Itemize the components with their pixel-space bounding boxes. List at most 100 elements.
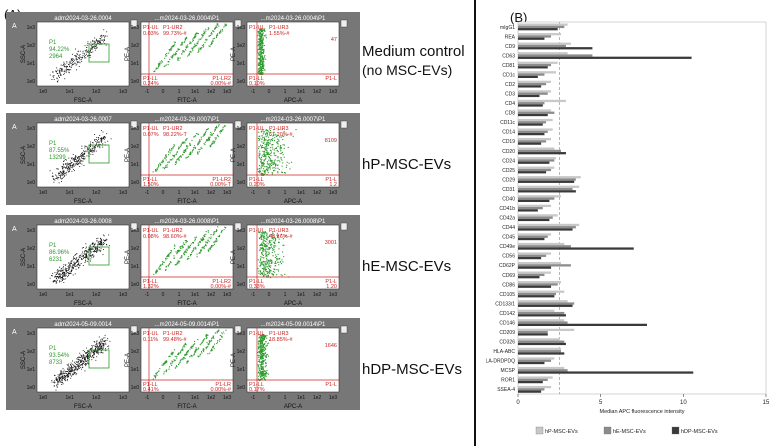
bar-hdp-msc-evs — [518, 190, 576, 193]
x-tick-label: 1e3 — [223, 292, 232, 298]
bar-hdp-msc-evs — [518, 152, 566, 155]
x-tick-label: -1 — [145, 89, 150, 95]
y-tick-label: 1e3 — [237, 331, 246, 337]
quadrant-ur-stat: 98.60%-# — [163, 234, 187, 240]
quadrant-ur-stat: 99.48%-# — [163, 337, 187, 343]
x-axis-label: APC-A — [284, 199, 302, 205]
bar-hdp-msc-evs — [518, 256, 542, 260]
x-tick-label: 1e1 — [65, 395, 74, 401]
x-axis-label: APC-A — [284, 404, 302, 410]
plot-title: ...m2024-05-09.0014\P1 — [261, 322, 326, 328]
x-tick-label: 0 — [516, 400, 520, 406]
y-tick-label: 1e3 — [237, 126, 246, 132]
bar-hp-msc-evs — [518, 214, 558, 217]
quadrant-lr-label: P1-LR2 — [212, 76, 231, 82]
plot-title: adm2024-03-26.0007 — [54, 117, 112, 123]
bar-hp-msc-evs — [518, 147, 555, 150]
plot-area — [36, 327, 130, 393]
y-axis-label: PE-A — [231, 148, 237, 162]
category-label: CD25 — [502, 168, 515, 174]
plot-letter: C — [222, 329, 227, 336]
plot-area — [140, 224, 234, 290]
bar-hdp-msc-evs — [518, 237, 545, 241]
y-axis-label: SSC-A — [21, 45, 27, 63]
x-tick-label: 10 — [680, 400, 687, 406]
x-tick-label: 1e3 — [119, 292, 128, 298]
quadrant-lr-stat: 1.20 — [326, 284, 337, 290]
bar-hdp-msc-evs — [518, 209, 538, 212]
y-tick-label: 1e1 — [237, 61, 246, 67]
y-tick-label: 1e3 — [237, 228, 246, 234]
bar-hp-msc-evs — [518, 376, 553, 379]
quadrant-ll-label: P1-LL — [249, 382, 264, 388]
quadrant-ur-label: P1-UR2 — [163, 228, 183, 234]
y-tick-label: 1e0 — [27, 282, 36, 288]
y-axis-label: PE-A — [125, 353, 131, 367]
plot-area — [140, 122, 234, 188]
y-tick-label: 1e2 — [27, 43, 36, 49]
category-label: CD2 — [505, 82, 515, 88]
x-tick-label: 1 — [284, 89, 287, 95]
y-tick-label: 1e2 — [237, 349, 246, 355]
gate-percent: 93.54% — [49, 353, 70, 359]
flow-plot-c: C ...m2024-03-26.0008\P1 APC-A PE-A -1 0 1 1e1 1… — [222, 219, 348, 307]
bar-hp-msc-evs — [518, 42, 571, 45]
bar-he-msc-evs — [518, 121, 547, 124]
bar-hp-msc-evs — [518, 271, 552, 274]
bar-hdp-msc-evs — [518, 390, 542, 393]
y-tick-label: 1e0 — [131, 79, 140, 85]
row-label-line1: hP-MSC-EVs — [362, 156, 452, 173]
bar-he-msc-evs — [518, 111, 555, 114]
y-tick-label: 1e0 — [237, 282, 246, 288]
y-tick-label: 1e3 — [27, 126, 36, 132]
bar-hdp-msc-evs — [518, 314, 566, 317]
x-tick-label: 0 — [162, 395, 165, 401]
y-tick-label: 1e2 — [131, 144, 140, 150]
quadrant-ur-stat: 1.55%-# — [269, 31, 290, 37]
x-tick-label: 5 — [599, 400, 603, 406]
gate-p1 — [88, 144, 110, 164]
category-label: CD63 — [502, 53, 515, 59]
x-tick-label: -1 — [251, 395, 256, 401]
bar-hdp-msc-evs — [518, 94, 540, 98]
category-label: CD4 — [505, 101, 515, 107]
y-axis-label: PE-A — [231, 47, 237, 61]
bar-hp-msc-evs — [518, 128, 553, 131]
quadrant-ur-label: P1-UR2 — [163, 25, 183, 31]
category-label: CD19 — [502, 139, 515, 145]
category-label: CD69 — [502, 273, 515, 279]
quadrant-ll-label: P1-LL — [143, 177, 158, 183]
x-tick-label: 0 — [268, 190, 271, 196]
quadrant-ll-stat: 0.33% — [249, 284, 265, 290]
panel-b-label: (B) — [510, 10, 528, 25]
quadrant-ur-count: 3001 — [325, 240, 337, 246]
x-tick-label: 1e3 — [119, 395, 128, 401]
bar-hp-msc-evs — [518, 71, 557, 74]
quadrant-ll-stat: 0.17% — [249, 387, 265, 393]
y-tick-label: 1e1 — [131, 162, 140, 168]
x-tick-label: 1e2 — [92, 190, 101, 196]
y-tick-label: 1e0 — [131, 180, 140, 186]
quadrant-lr-label: P1-LR2 — [212, 279, 231, 285]
plot-letter: B — [116, 23, 121, 30]
y-axis-label: SSC-A — [21, 351, 27, 369]
bar-hp-msc-evs — [518, 185, 580, 188]
quadrant-ul-label: P1-UL — [249, 126, 265, 132]
row-label: hDP-MSC-EVs — [362, 360, 462, 379]
x-tick-label: 1e3 — [329, 292, 338, 298]
bar-he-msc-evs — [518, 226, 576, 229]
quadrant-ul-stat: 0.11% — [143, 337, 158, 343]
quadrant-lr-label: P1-L — [325, 76, 337, 82]
bar-hp-msc-evs — [518, 33, 561, 36]
plot-letter: A — [12, 226, 17, 233]
y-axis-label: PE-A — [125, 148, 131, 162]
y-tick-label: 1e2 — [237, 144, 246, 150]
bar-hdp-msc-evs — [518, 295, 555, 298]
x-tick-label: 0 — [162, 292, 165, 298]
bar-he-msc-evs — [518, 292, 557, 296]
flow-plot-c: C ...m2024-05-09.0014\P1 APC-A PE-A -1 0 1 1e1 1… — [222, 322, 348, 410]
